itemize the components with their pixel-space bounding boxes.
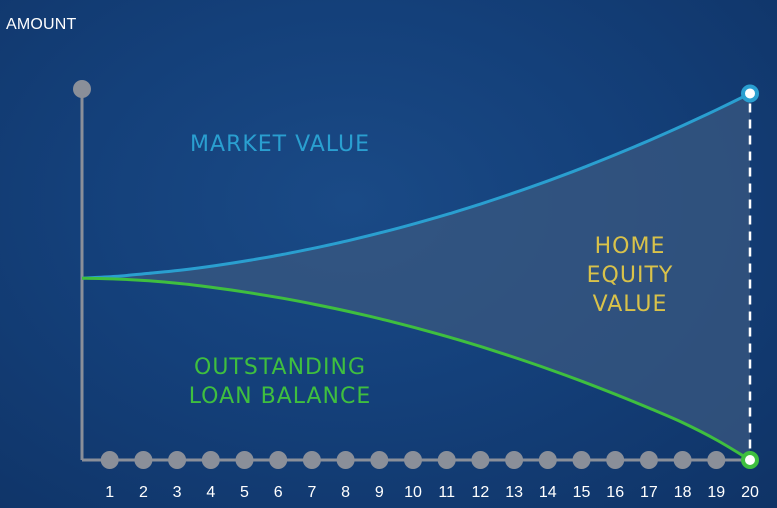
x-tick-dot-18 [673,451,692,469]
x-tick-dot-8 [336,451,355,469]
market-value-text: MARKET VALUE [190,132,370,157]
x-tick-label-18: 18 [674,484,692,501]
x-tick-dot-9 [370,451,389,469]
home-equity-line2: EQUITY [586,263,674,288]
home-equity-line1: HOME [594,234,666,259]
x-tick-label-15: 15 [573,484,591,501]
x-tick-label-10: 10 [404,484,422,501]
home-equity-area [82,93,750,460]
x-tick-label-9: 9 [375,484,384,501]
x-tick-dot-4 [201,451,220,469]
y-axis-label: AMOUNT [6,16,77,33]
x-tick-dot-16 [606,451,625,469]
x-tick-label-14: 14 [539,484,557,501]
x-tick-label-8: 8 [341,484,350,501]
home-equity-label: HOME EQUITY VALUE [560,232,700,319]
x-tick-dot-11 [437,451,456,469]
x-tick-dot-14 [538,451,557,469]
x-tick-label-20: 20 [741,484,759,501]
x-tick-dot-3 [168,451,187,469]
market-value-label: MARKET VALUE [150,130,410,159]
x-tick-label-12: 12 [472,484,490,501]
market-value-line [81,92,751,280]
x-tick-label-11: 11 [438,484,455,501]
x-tick-dot-5 [235,451,254,469]
x-tick-label-4: 4 [206,484,215,501]
x-tick-label-3: 3 [173,484,182,501]
home-equity-line3: VALUE [592,292,668,317]
x-tick-dot-19 [707,451,726,469]
x-tick-label-1: 1 [105,484,114,501]
x-tick-label-13: 13 [505,484,523,501]
x-tick-label-2: 2 [139,484,148,501]
x-tick-label-16: 16 [606,484,624,501]
loan-balance-label: OUTSTANDING LOAN BALANCE [150,353,410,411]
x-tick-label-6: 6 [274,484,283,501]
loan-balance-line2: LOAN BALANCE [188,384,372,409]
x-tick-dot-13 [505,451,524,469]
x-tick-dot-17 [639,451,658,469]
loan-balance-end-marker [741,451,759,469]
x-tick-dot-1 [100,451,119,469]
loan-balance-line [81,276,751,462]
x-tick-dot-10 [404,451,422,469]
x-tick-label-5: 5 [240,484,249,501]
x-tick-label-19: 19 [707,484,725,501]
market-value-end-marker [741,84,759,103]
loan-balance-line1: OUTSTANDING [194,355,366,380]
x-tick-label-17: 17 [640,484,658,501]
x-tick-dot-15 [572,451,591,469]
x-tick-label-7: 7 [307,484,316,501]
y-axis-end-dot [73,80,91,98]
x-tick-dot-2 [134,451,153,469]
x-tick-dot-7 [302,451,321,469]
x-tick-dot-12 [471,451,490,469]
x-tick-dot-6 [269,451,288,469]
